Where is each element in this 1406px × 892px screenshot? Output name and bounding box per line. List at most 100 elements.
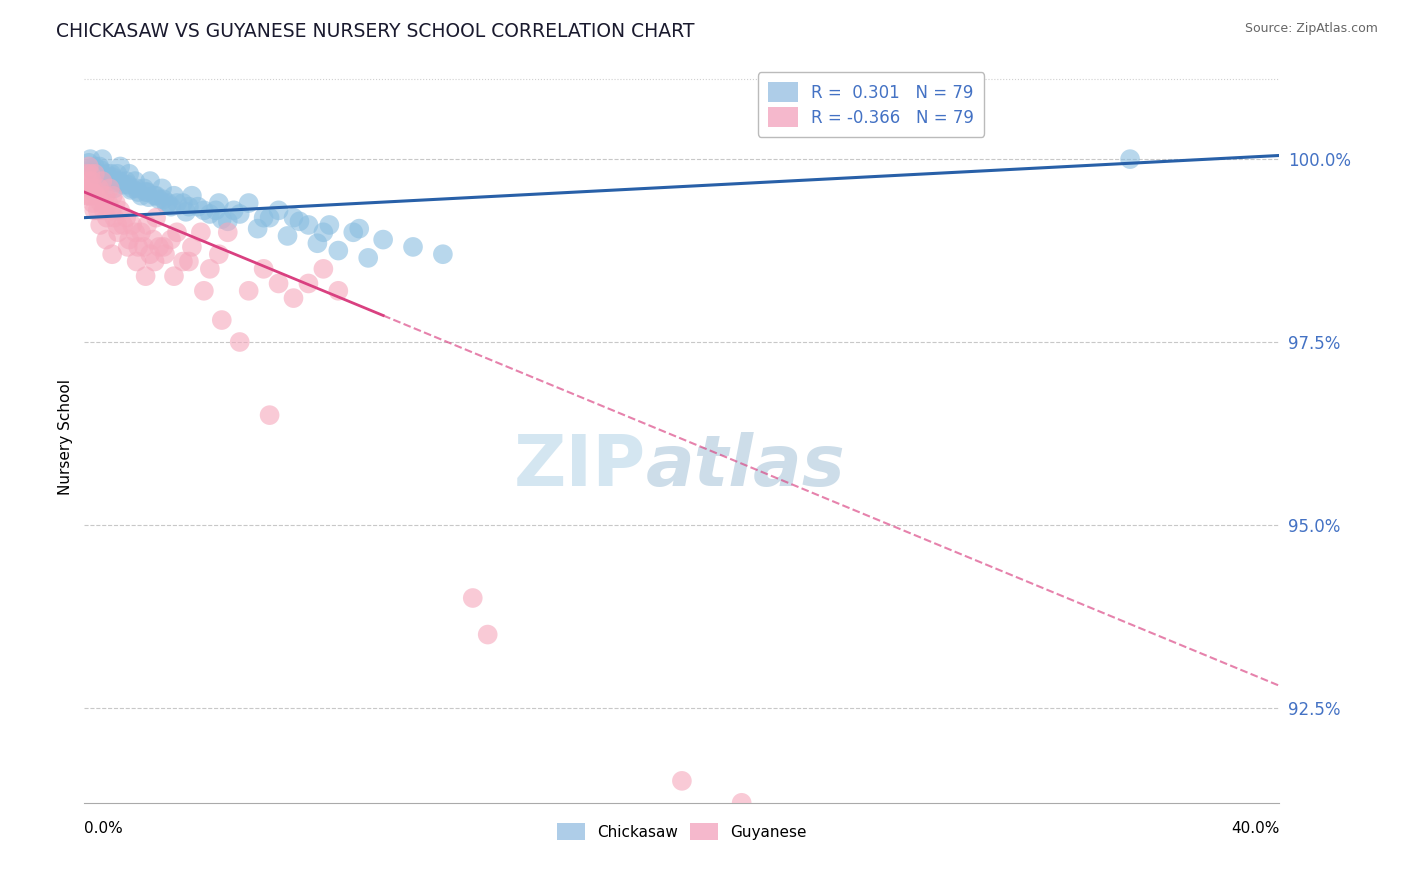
Point (142, 233, 165, 247)
Point (402, 240, 425, 254)
Point (253, 211, 276, 225)
Point (132, 181, 156, 195)
Point (93, 168, 115, 182)
Point (89, 160, 111, 174)
Point (76, 188, 98, 202)
Point (129, 225, 152, 239)
Point (118, 233, 141, 247)
Point (127, 185, 149, 199)
Point (121, 218, 143, 232)
Point (1119, 152, 1142, 166)
Point (132, 240, 156, 254)
Point (98, 181, 121, 195)
Point (357, 251, 380, 265)
Point (104, 176, 127, 190)
Point (82, 196, 104, 211)
Point (342, 225, 364, 239)
Point (80, 188, 103, 202)
Point (120, 183, 142, 197)
Point (148, 240, 170, 254)
Point (181, 240, 204, 254)
Point (166, 196, 188, 211)
Point (110, 203, 132, 218)
Point (86, 167, 108, 181)
Point (288, 214, 311, 228)
Point (177, 200, 200, 214)
Point (101, 170, 124, 185)
Point (181, 188, 204, 202)
Point (187, 200, 209, 214)
Point (157, 196, 180, 211)
Point (96, 233, 118, 247)
Point (110, 160, 132, 174)
Point (103, 181, 125, 195)
Point (83, 167, 105, 181)
Text: ZIP: ZIP (513, 432, 647, 500)
Point (77, 156, 100, 170)
Point (100, 203, 122, 218)
Point (77, 160, 100, 174)
Point (94, 188, 117, 202)
Point (229, 207, 252, 221)
Point (89, 181, 111, 195)
Point (163, 188, 186, 202)
Point (138, 190, 160, 204)
Point (107, 174, 129, 188)
Point (89, 218, 111, 232)
Point (77, 174, 100, 188)
Point (253, 261, 276, 276)
Point (79, 167, 101, 181)
Point (96, 167, 118, 181)
Point (100, 167, 122, 181)
Point (283, 291, 305, 305)
Point (172, 196, 194, 211)
Point (328, 284, 350, 298)
Point (117, 240, 139, 254)
Point (101, 247, 124, 261)
Legend: Chickasaw, Guyanese: Chickasaw, Guyanese (551, 816, 813, 847)
Point (112, 178, 135, 192)
Point (217, 214, 239, 228)
Point (152, 240, 174, 254)
Point (477, 627, 499, 641)
Point (283, 211, 305, 225)
Point (190, 225, 212, 239)
Text: atlas: atlas (647, 432, 846, 500)
Point (124, 225, 146, 239)
Point (208, 196, 231, 211)
Point (238, 196, 260, 211)
Point (328, 244, 350, 258)
Point (143, 188, 166, 202)
Point (312, 261, 335, 276)
Point (267, 203, 290, 218)
Point (163, 269, 186, 284)
Point (193, 203, 215, 218)
Point (229, 334, 252, 349)
Point (127, 240, 149, 254)
Point (671, 773, 693, 788)
Point (121, 181, 143, 195)
Point (198, 207, 221, 221)
Text: 40.0%: 40.0% (1232, 822, 1279, 836)
Point (731, 796, 754, 810)
Point (76, 167, 98, 181)
Point (166, 225, 188, 239)
Point (143, 254, 166, 268)
Point (153, 247, 176, 261)
Point (94, 170, 117, 185)
Point (115, 211, 138, 225)
Point (135, 269, 157, 284)
Point (174, 204, 197, 219)
Point (152, 193, 174, 207)
Point (90, 196, 112, 211)
Point (79, 181, 101, 195)
Point (125, 181, 148, 195)
Point (136, 185, 159, 199)
Point (145, 211, 167, 225)
Point (91, 152, 114, 166)
Point (205, 203, 228, 218)
Point (217, 225, 239, 239)
Point (461, 591, 484, 605)
Point (198, 261, 221, 276)
Point (145, 188, 167, 202)
